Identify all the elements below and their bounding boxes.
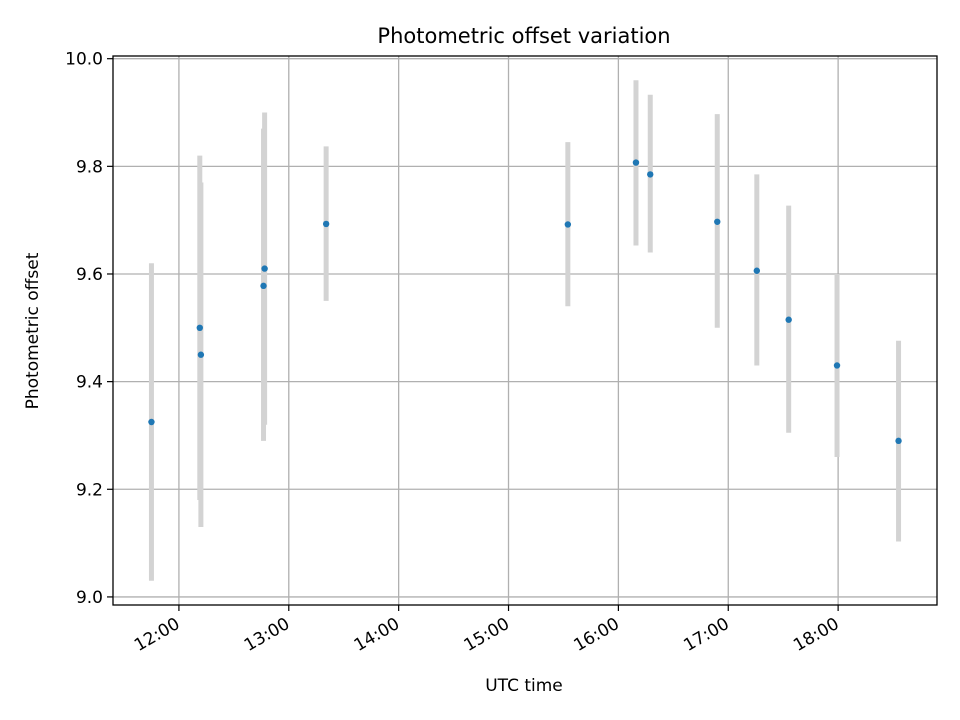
data-point [833, 362, 841, 369]
x-axis-label: UTC time [485, 676, 563, 696]
data-points [148, 159, 902, 445]
y-tick-label: 9.0 [76, 588, 103, 608]
y-axis-ticks: 9.0 9.2 9.4 9.6 9.8 10.0 [65, 50, 113, 608]
y-tick-label: 9.8 [76, 157, 103, 177]
data-point [753, 267, 761, 274]
data-point [261, 265, 268, 272]
data-point [647, 171, 654, 178]
plot-frame [112, 55, 938, 606]
data-point [714, 218, 721, 225]
y-tick-label: 9.2 [76, 480, 103, 500]
data-point [632, 159, 640, 166]
data-point [197, 351, 205, 358]
data-point [564, 221, 572, 228]
y-axis-label: Photometric offset [23, 252, 43, 409]
y-tick-label: 9.4 [76, 373, 103, 393]
grid [113, 56, 937, 605]
chart-title: Photometric offset variation [377, 24, 670, 48]
y-tick-label: 9.6 [76, 265, 103, 285]
data-point [196, 324, 203, 332]
data-point [148, 418, 155, 426]
data-point [785, 316, 792, 323]
data-point [260, 282, 267, 290]
data-point [322, 220, 330, 228]
data-point [895, 437, 902, 445]
y-tick-label: 10.0 [65, 50, 103, 70]
